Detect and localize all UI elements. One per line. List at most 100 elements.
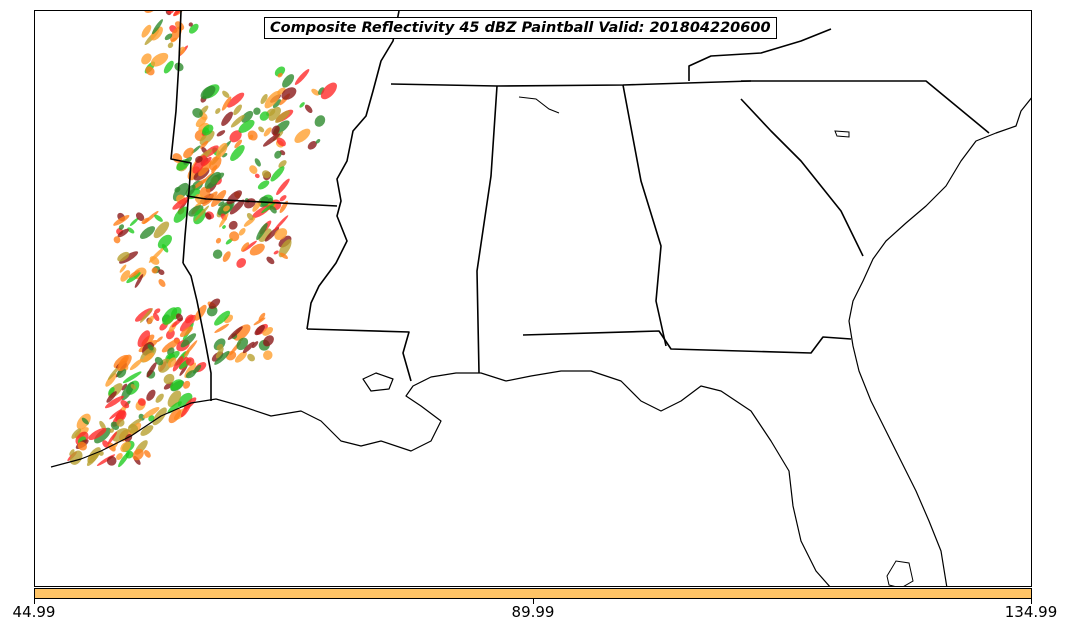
map-canvas [50,11,1031,586]
sc-lake [834,130,850,138]
paintball-cell [192,107,203,118]
paintball-cell [145,66,155,76]
paintball-cell [274,228,288,241]
paintball-cell [271,125,280,136]
paintball-cell [147,315,155,325]
paintball-cell [146,362,157,378]
paintball-cell [294,128,311,143]
paintball-cell [185,357,195,366]
paintball-cell [247,353,255,362]
paintball-cell [241,110,254,123]
paintball-cell [270,166,285,182]
paintball-cell [264,90,281,109]
paintball-cell [215,237,222,244]
paintball-cell [164,33,173,41]
paintball-cell [113,236,121,244]
paintball-cell [214,350,230,365]
mississippi-river-border [306,11,400,330]
paintball-cell [174,186,181,193]
paintball-cell [307,141,317,150]
ga-sc-border [740,98,864,257]
al-fl-border [522,330,852,354]
paintball-cell [206,305,218,317]
paintball-cell [173,206,189,223]
paintball-cell [230,144,245,162]
paintball-cell [258,312,266,322]
colorbar-tick [1031,599,1032,604]
paintball-cell [150,26,163,41]
paintball-cell [274,150,282,159]
paintball-cell [179,314,197,332]
paintball-cell [120,400,130,409]
paintball-cell [277,72,283,78]
paintball-cell [147,344,154,351]
paintball-cell [233,104,242,116]
paintball-cell [106,391,117,403]
colorbar-tick-label: 89.99 [511,603,555,621]
paintball-cell [223,205,230,212]
paintball-cell [222,251,231,262]
paintball-cell [254,158,261,167]
paintball-cell [219,213,229,228]
paintball-cell [118,451,130,468]
paintball-cell [112,428,129,442]
paintball-cell [130,383,136,390]
paintball-cell [129,358,143,371]
paintball-cell [215,347,224,359]
paintball-cell [167,401,182,414]
paintball-cell [222,152,228,158]
paintball-cell [132,448,144,461]
colorbar-tick-label: 44.99 [12,603,56,621]
colorbar-tick-label: 134.99 [1004,603,1058,621]
paintball-cell [141,53,152,65]
paintball-cell [117,228,129,238]
paintball-cell [172,196,190,210]
paintball-cell [233,324,251,341]
paintball-cell [153,312,160,322]
paintball-cell [198,160,212,177]
paintball-cell [216,130,226,137]
al-ga-border [622,84,667,347]
paintball-cell [109,428,114,433]
paintball-cell [107,431,117,445]
paintball-cell [247,130,258,141]
paintball-cell [167,42,174,49]
paintball-cell [314,115,326,127]
paintball-cell [146,389,156,401]
paintball-cell [139,226,156,240]
paintball-cell [208,298,221,309]
tn-ky-border [688,28,832,81]
paintball-cell [88,427,107,441]
paintball-layer [67,11,337,468]
paintball-cell [168,408,182,424]
paintball-cell [165,329,175,340]
paintball-cell [167,390,182,408]
paintball-cell [221,96,232,111]
paintball-cell [200,140,209,149]
paintball-cell [260,93,268,105]
paintball-cell [141,24,152,38]
paintball-cell [117,251,130,262]
paintball-cell [261,170,271,179]
paintball-cell [116,453,123,460]
paintball-cell [141,217,150,224]
paintball-cell [263,350,273,360]
paintball-cell [106,456,117,466]
paintball-cell [273,215,289,231]
paintball-cell [188,205,204,217]
paintball-cell [116,418,125,427]
paintball-cell [122,371,142,384]
paintball-cell [170,26,183,42]
paintball-cell [183,340,198,357]
paintball-cell [77,441,88,451]
paintball-cell [258,126,265,133]
paintball-cell [299,102,305,108]
paintball-cell [151,267,158,274]
paintball-cell [258,228,272,242]
paintball-cell [202,124,214,136]
paintball-cell [118,224,125,230]
paintball-cell [229,231,240,242]
paintball-cell [150,52,169,67]
paintball-cell [154,356,164,366]
paintball-cell [226,92,245,108]
